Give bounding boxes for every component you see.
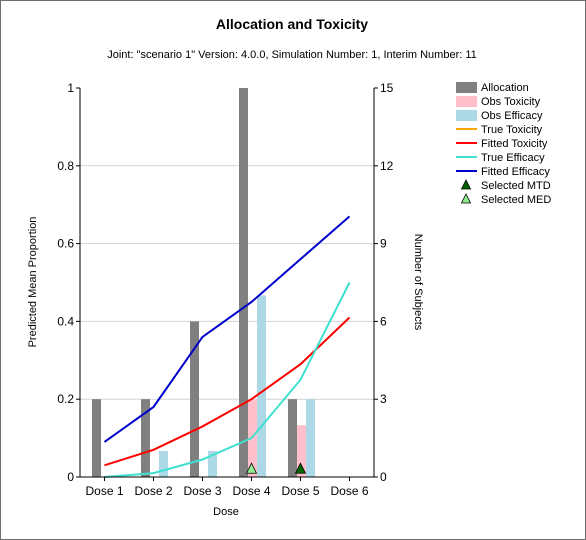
bar-obs-efficacy [159, 450, 168, 477]
x-tick-label: Dose 6 [330, 484, 368, 498]
y2-axis-label: Number of Subjects [412, 234, 424, 331]
y-axis-label: Predicted Mean Proportion [27, 217, 39, 348]
legend-swatch-obs-toxicity [456, 96, 477, 107]
bar-allocation [288, 399, 297, 477]
legend-label: Obs Efficacy [481, 110, 543, 122]
legend-label: Selected MED [481, 194, 551, 206]
legend-label: True Efficacy [481, 152, 545, 164]
legend-label: Obs Toxicity [481, 96, 541, 108]
y2-tick-label: 9 [380, 237, 387, 251]
x-tick-label: Dose 3 [183, 484, 221, 498]
y-tick-label: 0 [67, 470, 74, 484]
legend-swatch-allocation [456, 82, 477, 93]
legend-label: Fitted Efficacy [481, 166, 550, 178]
marker-selected-mtd [294, 462, 307, 474]
line-true-efficacy [104, 282, 351, 478]
y2-tick-label: 3 [380, 392, 387, 406]
marker-selected-med [245, 462, 258, 474]
y2-tick-label: 6 [380, 314, 387, 328]
legend-label: Allocation [481, 82, 529, 94]
y-tick-label: 0.2 [57, 392, 74, 406]
bar-obs-efficacy [306, 399, 315, 477]
y-tick-label: 0.8 [57, 159, 74, 173]
line-fitted-efficacy [103, 215, 351, 443]
x-tick-label: Dose 2 [134, 484, 172, 498]
chart-title: Allocation and Toxicity [216, 16, 368, 32]
legend-swatch-selected-mtd [460, 179, 472, 190]
x-tick-label: Dose 5 [281, 484, 319, 498]
x-axis-label: Dose [213, 506, 239, 518]
bar-allocation [141, 399, 150, 477]
bar-allocation [190, 321, 199, 477]
legend-label: Selected MTD [481, 180, 551, 192]
legend-label: Fitted Toxicity [481, 138, 548, 150]
bar-obs-efficacy [208, 450, 217, 477]
legend-swatch-selected-med [460, 193, 472, 204]
legend-label: True Toxicity [481, 124, 543, 136]
plot-area: 0 0.2 0.4 0.6 0.8 1 0 3 6 9 12 15 Dose 1 Dose 2 Dose 3… [57, 81, 393, 498]
y-tick-label: 0.4 [57, 314, 74, 328]
bar-allocation [239, 88, 248, 477]
x-tick-label: Dose 1 [85, 484, 123, 498]
chart-subtitle: Joint: "scenario 1" Version: 4.0.0, Simu… [107, 49, 477, 61]
line-fitted-toxicity [104, 316, 351, 467]
y-tick-label: 1 [67, 81, 74, 95]
bar-obs-efficacy [257, 295, 266, 477]
bar-allocation [92, 399, 101, 477]
x-tick-label: Dose 4 [232, 484, 270, 498]
y2-tick-label: 15 [380, 81, 394, 95]
y2-tick-label: 12 [380, 159, 394, 173]
legend: Allocation Obs Toxicity Obs Efficacy True T… [456, 82, 551, 206]
bar-obs-toxicity [297, 425, 306, 477]
y-tick-label: 0.6 [57, 237, 74, 251]
legend-swatch-obs-efficacy [456, 110, 477, 121]
y2-tick-label: 0 [380, 470, 387, 484]
